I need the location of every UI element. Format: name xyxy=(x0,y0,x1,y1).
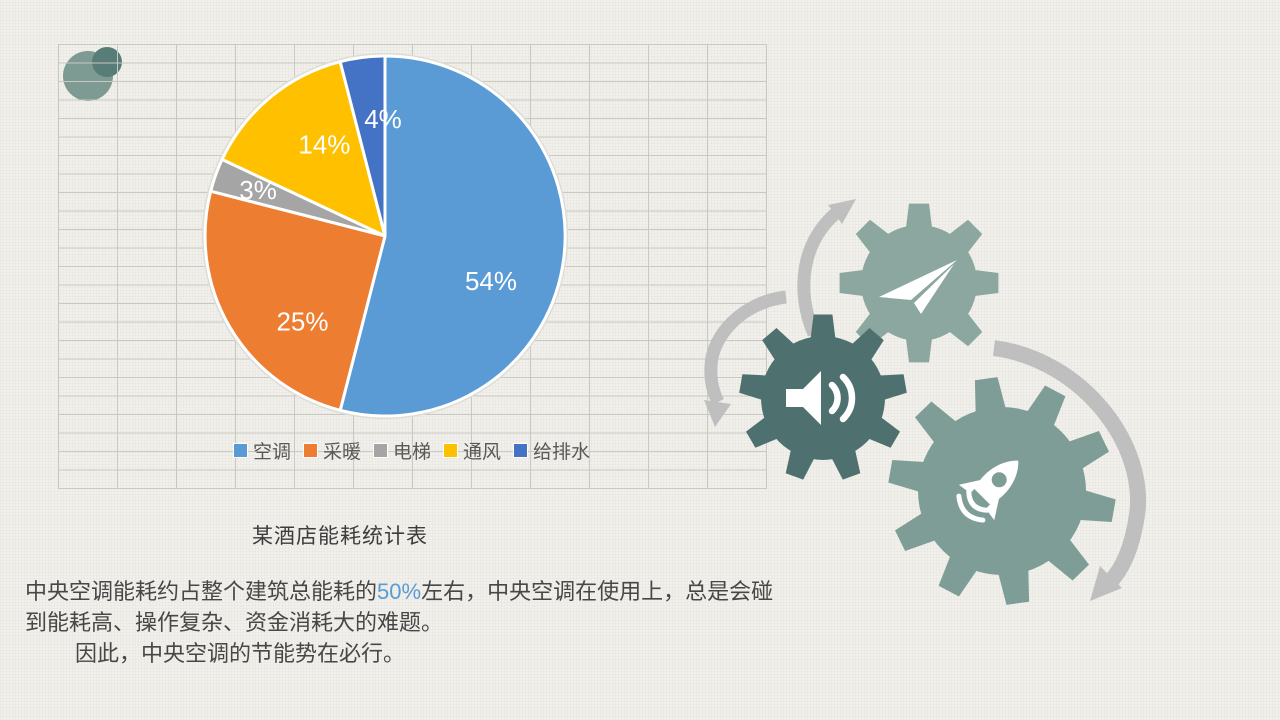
legend-swatch xyxy=(303,443,317,457)
legend-label: 给排水 xyxy=(533,441,591,463)
pie-data-label: 4% xyxy=(364,104,402,134)
curved-arrow xyxy=(992,340,1147,589)
legend-label: 电梯 xyxy=(392,441,431,463)
pie-slice-通风 xyxy=(220,60,387,238)
pie-data-label: 3% xyxy=(239,175,277,205)
paragraph-line: 到能耗高、操作复杂、资金消耗大的难题。 xyxy=(25,610,444,635)
gear xyxy=(839,203,999,363)
body-paragraph: 中央空调能耗约占整个建筑总能耗的50%左右，中央空调在使用上，总是会碰 到能耗高… xyxy=(25,576,773,669)
legend-label: 通风 xyxy=(463,441,502,463)
highlight-50: 50% xyxy=(377,579,422,604)
pie-slice-给排水 xyxy=(338,54,387,238)
speaker-icon xyxy=(786,371,856,425)
chart-legend: 空调 采暖 电梯 通风 给排水 xyxy=(58,437,766,464)
pie-slice-采暖 xyxy=(203,189,387,412)
rocket-icon xyxy=(956,460,1019,523)
paragraph-text: 左右，中央空调在使用上，总是会碰 xyxy=(421,579,774,604)
pie-data-label: 25% xyxy=(276,307,328,337)
gear xyxy=(888,377,1116,605)
legend-label: 采暖 xyxy=(322,441,361,463)
curved-arrows xyxy=(704,199,1147,601)
paragraph-text: 中央空调能耗约占整个建筑总能耗的 xyxy=(25,579,378,604)
legend-swatch xyxy=(233,443,247,457)
legend-item: 空调 xyxy=(233,437,291,464)
legend-label: 空调 xyxy=(252,441,291,463)
gear xyxy=(739,314,907,480)
pie-slice-空调 xyxy=(338,54,567,418)
legend-item: 采暖 xyxy=(303,437,361,464)
legend-swatch xyxy=(514,443,528,457)
legend-item: 电梯 xyxy=(373,437,431,464)
legend-swatch xyxy=(373,443,387,457)
arrowhead xyxy=(828,199,856,224)
chart-caption: 某酒店能耗统计表 xyxy=(252,525,428,548)
curved-arrow xyxy=(797,203,846,337)
pie-data-label: 54% xyxy=(465,266,517,296)
pie-data-label: 14% xyxy=(298,129,350,159)
paragraph-line: 因此，中央空调的节能势在必行。 xyxy=(75,641,406,666)
legend-item: 给排水 xyxy=(514,437,590,464)
paragraph-line: 中央空调能耗约占整个建筑总能耗的50%左右，中央空调在使用上，总是会碰 xyxy=(25,576,773,607)
arrowhead xyxy=(1090,566,1122,601)
arrowhead xyxy=(704,400,731,427)
legend-swatch xyxy=(444,443,457,457)
paper-plane-icon xyxy=(879,260,957,314)
curved-arrow xyxy=(704,290,788,405)
legend-item: 通风 xyxy=(444,437,501,464)
pie-chart: 54% 25% 3% 14% 4% xyxy=(202,53,568,419)
